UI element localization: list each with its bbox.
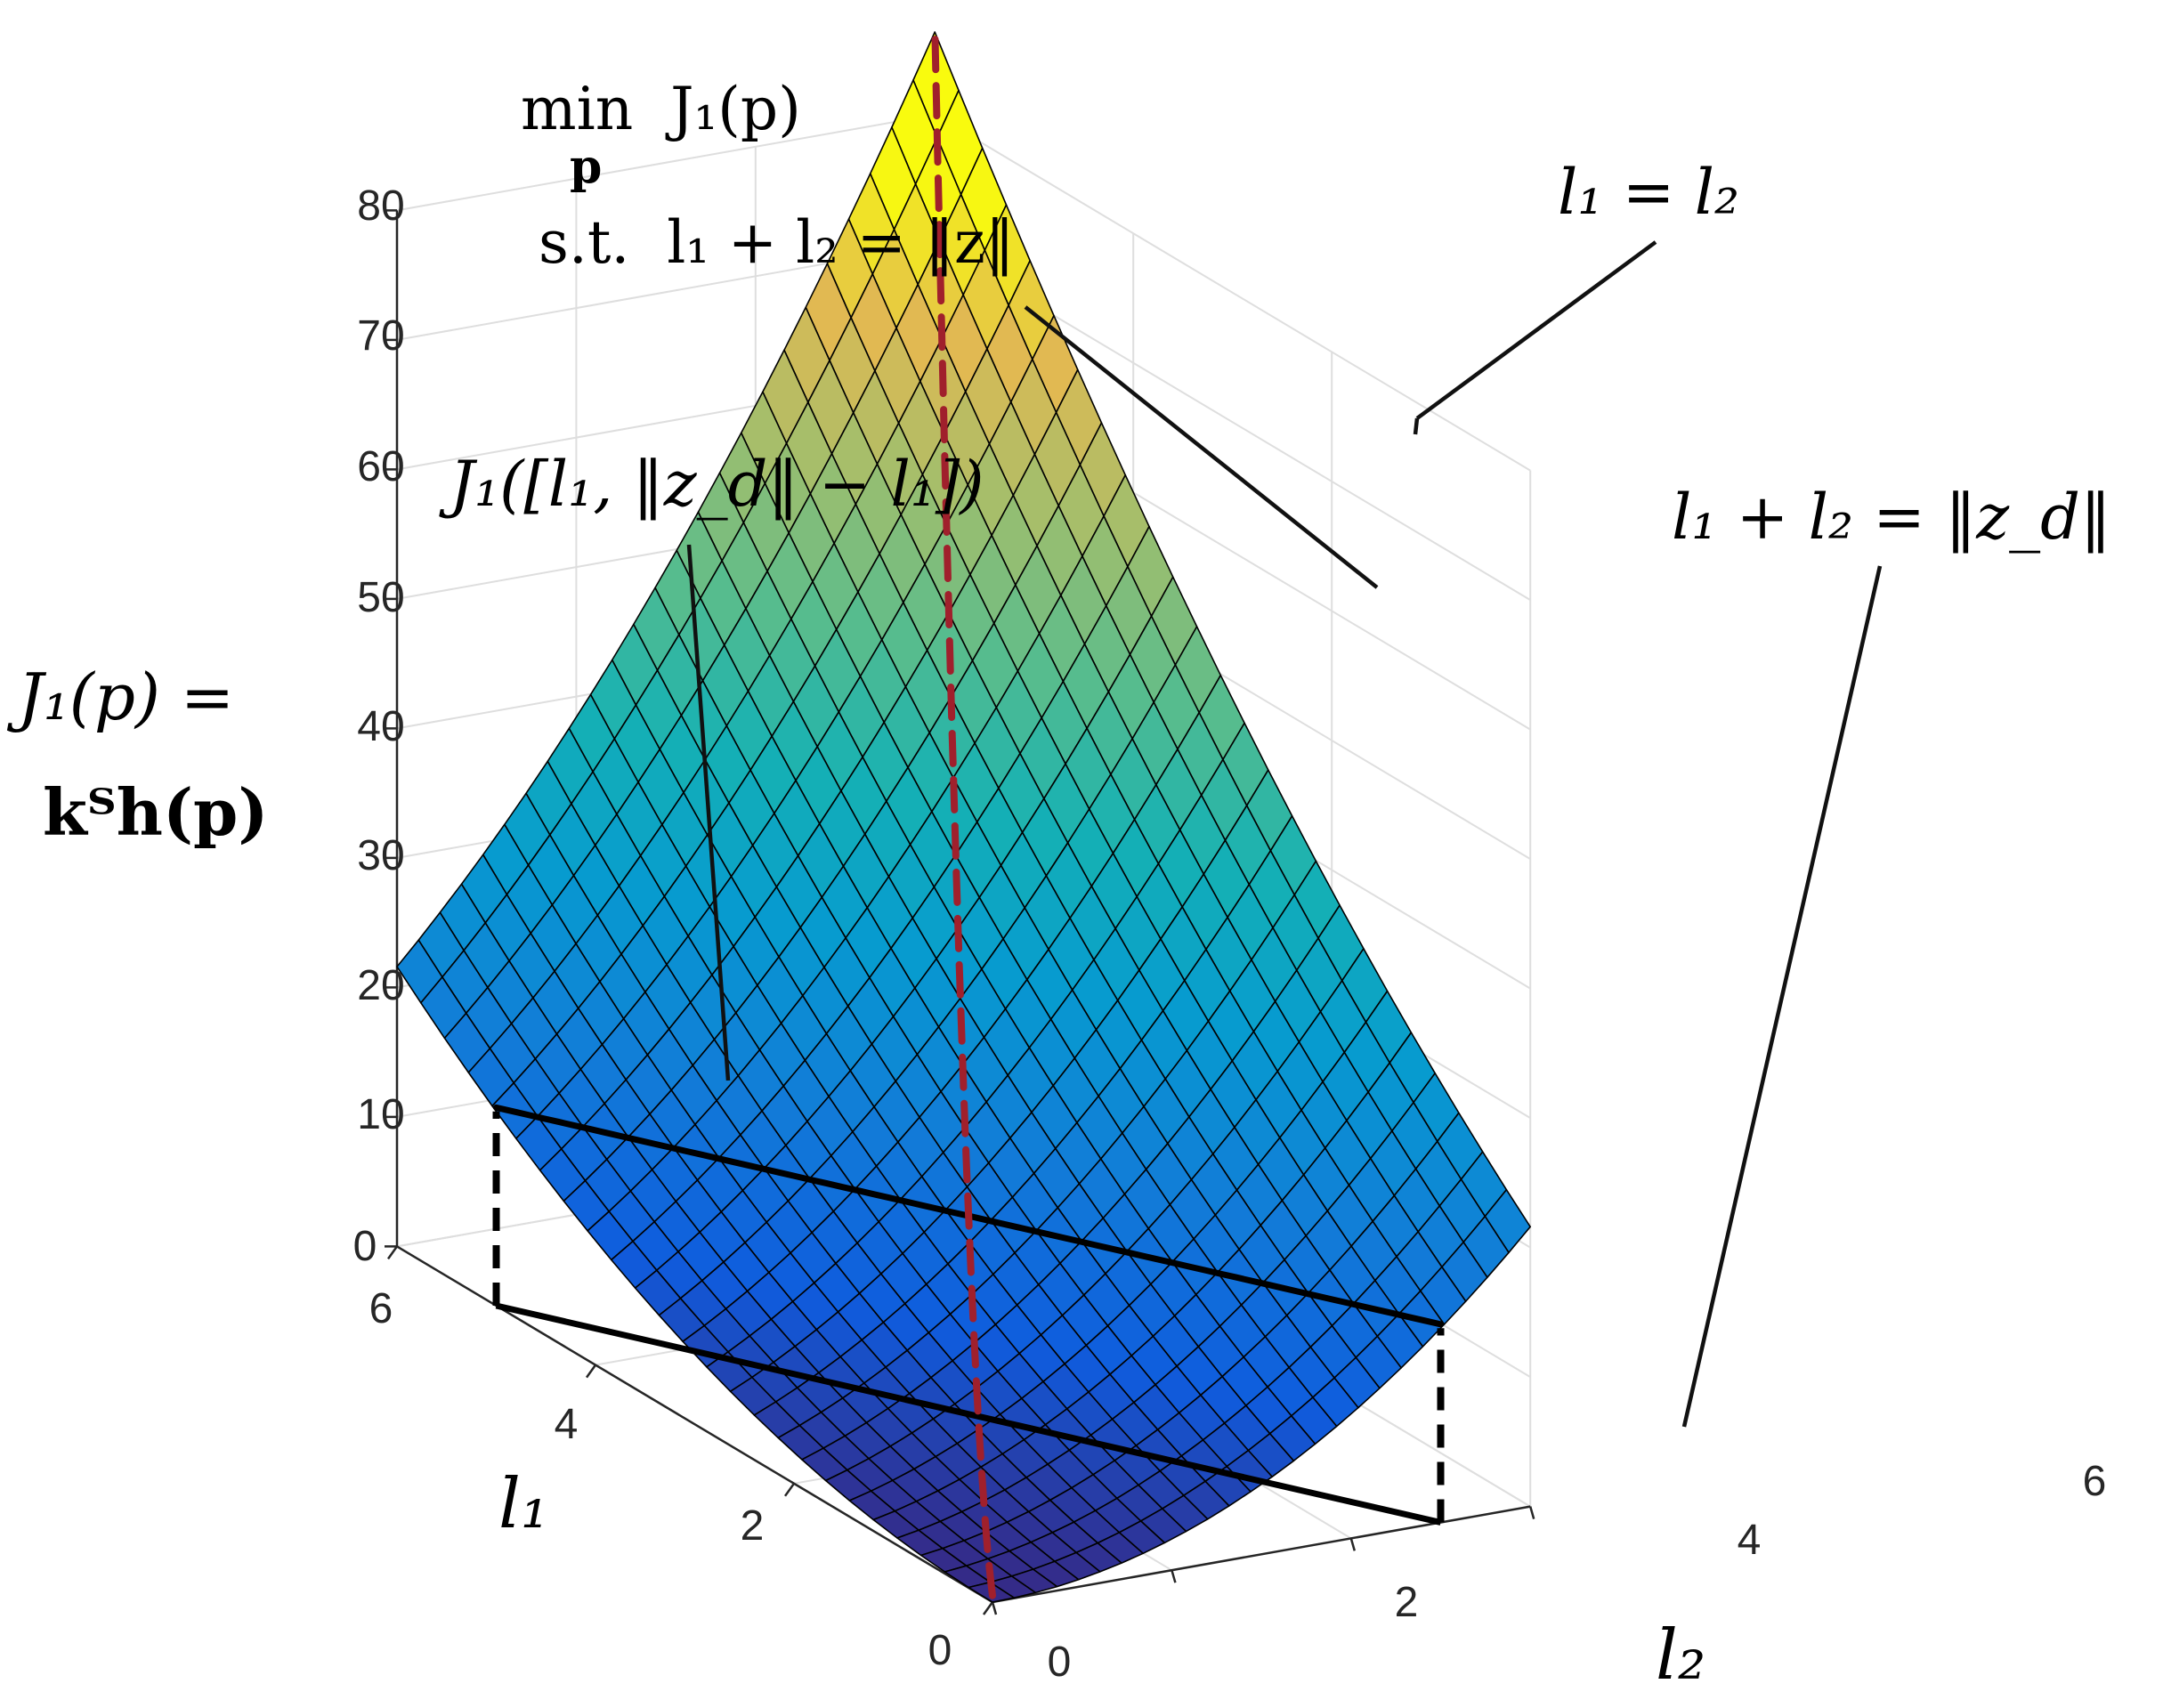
z-tick-label: 40	[357, 703, 404, 750]
title-line-2: s.t. l₁ + l₂ = ‖z‖	[539, 208, 1015, 277]
z-tick-label: 20	[357, 962, 404, 1009]
z-axis-label-line-1: J₁(p) =	[6, 660, 234, 734]
l2-tick-label: 4	[1738, 1517, 1762, 1564]
l2-tick-mark	[1528, 1506, 1535, 1519]
annotation-curve: J₁([l₁, ‖z_d‖ − l₁])	[439, 448, 984, 521]
l1-tick-label: 4	[555, 1401, 579, 1448]
annotation-constraint: l₁ + l₂ = ‖z_d‖	[1672, 481, 2111, 554]
z-tick-label: 80	[357, 182, 404, 230]
grid-line	[934, 114, 1531, 472]
leader-title-to-diagonal	[1024, 305, 1379, 589]
leader-diagonal-tip	[1413, 417, 1420, 435]
leader-curve-label	[686, 544, 731, 1081]
math-labels: min J₁(p) p s.t. l₁ + l₂ = ‖z‖ J₁(p) = k…	[6, 75, 2111, 1696]
axis-ticks: 0 10 20 30 40 50 60 70 80 0 2 4 6 0 2 4 …	[353, 182, 2107, 1686]
l2-tick-label: 6	[2083, 1458, 2107, 1505]
l2-axis-label: l₂	[1656, 1615, 1705, 1696]
l2-tick-mark	[1171, 1569, 1177, 1583]
l2-tick-mark	[1349, 1538, 1357, 1551]
l1-tick-label: 0	[928, 1627, 952, 1674]
title-subscript: p	[570, 140, 602, 194]
l1-tick-label: 6	[369, 1285, 393, 1332]
overlay-lines	[492, 21, 1883, 1599]
z-tick-label: 10	[357, 1091, 404, 1138]
l2-tick-mark	[991, 1601, 998, 1615]
z-tick-label: 60	[357, 443, 404, 490]
z-tick-label: 30	[357, 832, 404, 879]
diagonal-dashed-line	[931, 21, 996, 1599]
l2-tick-label: 0	[1048, 1639, 1072, 1686]
l1-tick-mark	[585, 1364, 597, 1379]
annotation-diagonal: l₁ = l₂	[1558, 156, 1739, 229]
l2-tick-label: 2	[1395, 1579, 1419, 1626]
leader-constraint-label	[1681, 565, 1883, 1428]
z-tick-label: 70	[357, 312, 404, 360]
z-axis-label-line-2: kᵀh(p)	[43, 774, 268, 850]
l1-axis-label: l₁	[498, 1464, 548, 1544]
constraint-base-line	[495, 1302, 1442, 1526]
z-tick-label: 0	[353, 1223, 377, 1270]
l1-tick-mark	[386, 1245, 399, 1260]
l1-tick-label: 2	[741, 1502, 765, 1550]
l1-tick-mark	[783, 1483, 796, 1497]
l1-tick-mark	[982, 1601, 994, 1615]
surface-mesh	[396, 31, 1531, 1603]
z-tick-label: 50	[357, 574, 404, 621]
leader-diagonal-label	[1415, 240, 1657, 420]
grid-line	[396, 114, 936, 212]
title-line-1: min J₁(p)	[521, 75, 801, 143]
